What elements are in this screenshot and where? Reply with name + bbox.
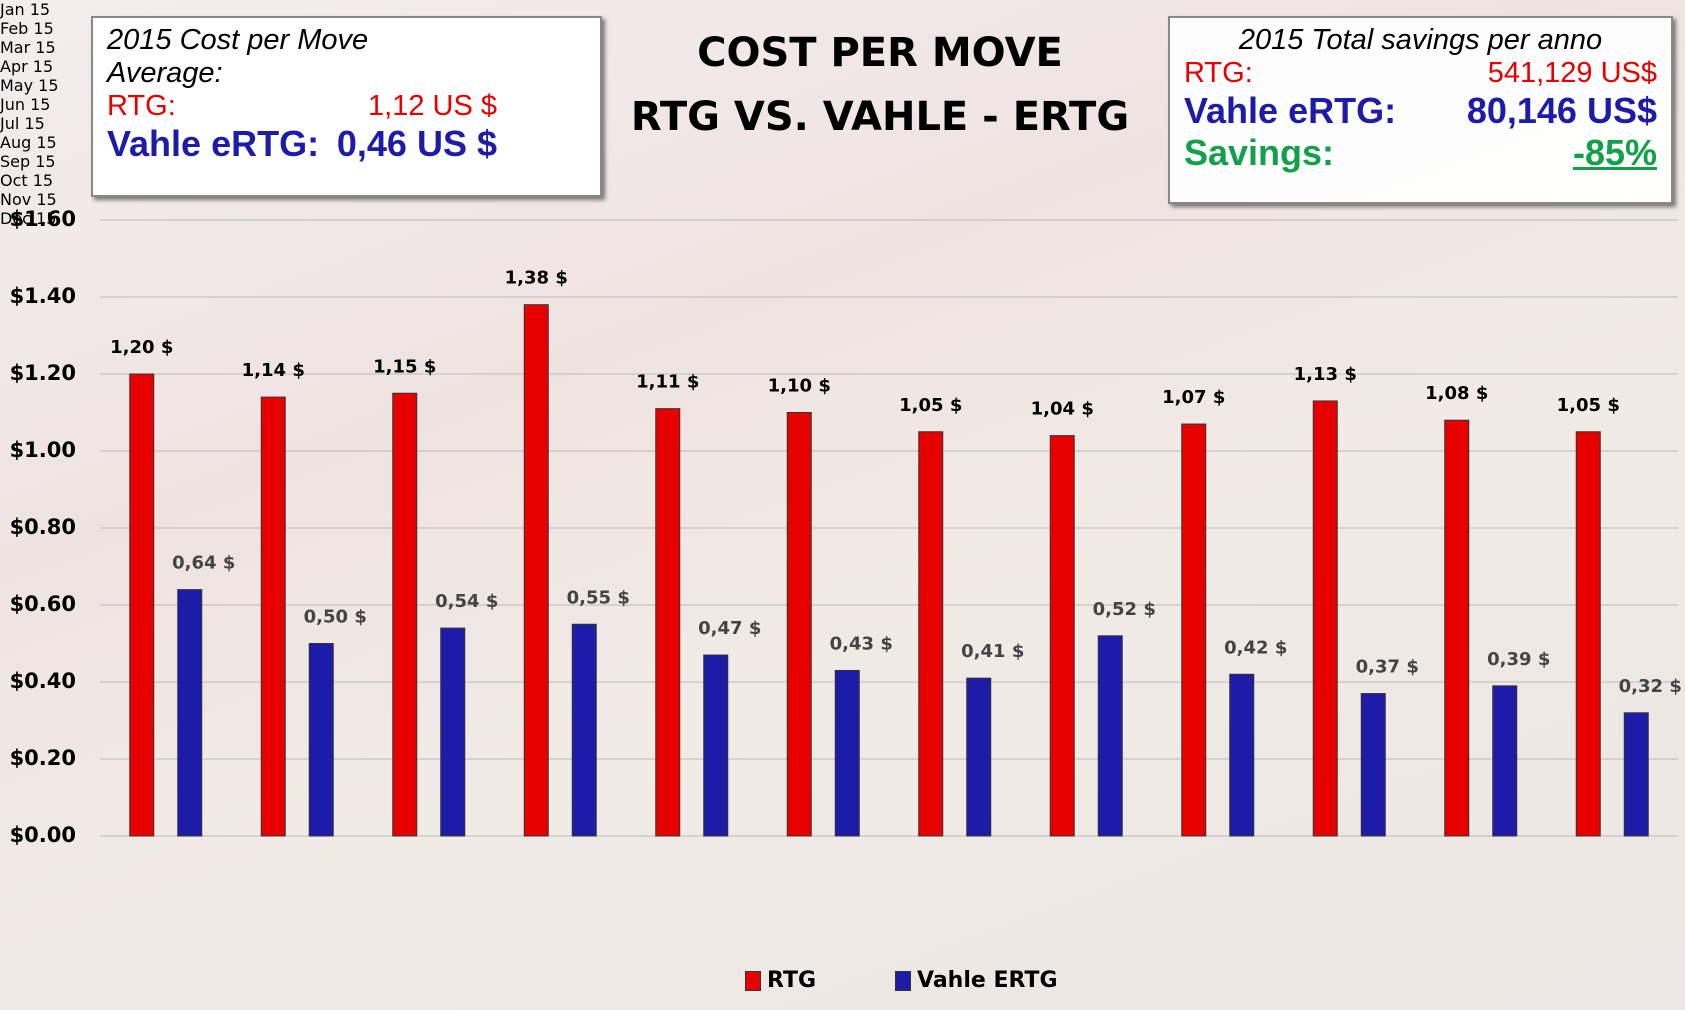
- bar: [309, 644, 333, 837]
- info-value: 0,46 US $: [337, 123, 497, 165]
- bar: [572, 624, 596, 836]
- info-value: 1,12 US $: [368, 90, 497, 123]
- bar: [1098, 636, 1122, 836]
- info-title: 2015 Total savings per anno: [1184, 24, 1657, 57]
- y-tick-label: $1.20: [10, 361, 76, 385]
- data-label: 0,32 $: [1619, 676, 1682, 697]
- info-row: Vahle eRTG: 0,46 US $: [107, 123, 497, 165]
- bar: [130, 374, 154, 836]
- data-label: 0,37 $: [1356, 657, 1419, 678]
- info-box: 2015 Cost per Move Average:RTG: 1,12 US $…: [91, 16, 602, 197]
- legend-entry: Vahle ERTG: [895, 968, 1058, 993]
- data-label: 1,11 $: [636, 372, 699, 393]
- legend-entry: RTG: [745, 968, 816, 993]
- data-label: 1,07 $: [1162, 387, 1225, 408]
- bar: [704, 655, 728, 836]
- data-label: 0,64 $: [172, 553, 235, 574]
- info-label: RTG:: [1184, 57, 1253, 90]
- info-label: RTG:: [107, 90, 176, 123]
- y-tick-label: $0.60: [10, 592, 76, 616]
- y-tick-label: $1.00: [10, 438, 76, 462]
- y-tick-label: $0.40: [10, 669, 76, 693]
- data-label: 0,52 $: [1093, 599, 1156, 620]
- bar: [524, 305, 548, 836]
- chart-title: COST PER MOVE: [600, 30, 1160, 76]
- y-tick-label: $0.00: [10, 823, 76, 847]
- data-label: 1,15 $: [373, 356, 436, 377]
- data-label: 1,13 $: [1294, 364, 1357, 385]
- bar: [835, 670, 859, 836]
- info-label: Savings:: [1184, 132, 1334, 174]
- bar: [261, 397, 285, 836]
- y-tick-label: $1.40: [10, 284, 76, 308]
- bar: [656, 409, 680, 836]
- data-label: 0,50 $: [304, 607, 367, 628]
- data-label: 0,47 $: [698, 618, 761, 639]
- legend-swatch: [745, 971, 761, 991]
- info-value: 80,146 US$: [1467, 90, 1657, 132]
- chart-subtitle: RTG VS. VAHLE - ERTG: [600, 94, 1160, 140]
- page: $0.00 $0.20 $0.40 $0.60 $0.80 $1.00 $1.20 $1.40…: [0, 0, 1685, 1010]
- data-label: 1,20 $: [110, 337, 173, 358]
- legend-swatch: [895, 971, 911, 991]
- data-label: 1,38 $: [505, 268, 568, 289]
- legend-label: RTG: [767, 968, 816, 993]
- legend-label: Vahle ERTG: [917, 968, 1058, 993]
- bar: [393, 393, 417, 836]
- bar: [1230, 674, 1254, 836]
- info-row: Savings: -85%: [1184, 132, 1657, 174]
- bar: [967, 678, 991, 836]
- bar: [1313, 401, 1337, 836]
- y-tick-label: $1.60: [10, 207, 76, 231]
- info-row: RTG: 541,129 US$: [1184, 57, 1657, 90]
- bar: [1493, 686, 1517, 836]
- data-label: 1,05 $: [899, 395, 962, 416]
- bar: [178, 590, 202, 836]
- data-label: 1,10 $: [768, 376, 831, 397]
- bar: [441, 628, 465, 836]
- y-tick-label: $0.80: [10, 515, 76, 539]
- data-label: 0,42 $: [1224, 637, 1287, 658]
- info-row: RTG: 1,12 US $: [107, 90, 497, 123]
- data-label: 1,08 $: [1425, 383, 1488, 404]
- bar: [1361, 694, 1385, 836]
- bar: [1445, 420, 1469, 836]
- data-label: 0,43 $: [830, 633, 893, 654]
- info-value: 541,129 US$: [1488, 57, 1657, 90]
- bar: [1182, 424, 1206, 836]
- info-title: 2015 Cost per Move Average:: [107, 24, 407, 90]
- info-row: Vahle eRTG: 80,146 US$: [1184, 90, 1657, 132]
- bar: [919, 432, 943, 836]
- data-label: 1,05 $: [1557, 395, 1620, 416]
- bar: [1576, 432, 1600, 836]
- bar: [1050, 436, 1074, 836]
- data-label: 0,41 $: [961, 641, 1024, 662]
- info-value: -85%: [1573, 132, 1657, 174]
- data-label: 1,14 $: [242, 360, 305, 381]
- data-label: 0,55 $: [567, 587, 630, 608]
- bar: [1624, 713, 1648, 836]
- data-label: 1,04 $: [1031, 399, 1094, 420]
- data-label: 0,54 $: [435, 591, 498, 612]
- y-tick-label: $0.20: [10, 746, 76, 770]
- info-label: Vahle eRTG:: [107, 123, 319, 165]
- info-label: Vahle eRTG:: [1184, 90, 1396, 132]
- data-label: 0,39 $: [1487, 649, 1550, 670]
- bar: [787, 413, 811, 837]
